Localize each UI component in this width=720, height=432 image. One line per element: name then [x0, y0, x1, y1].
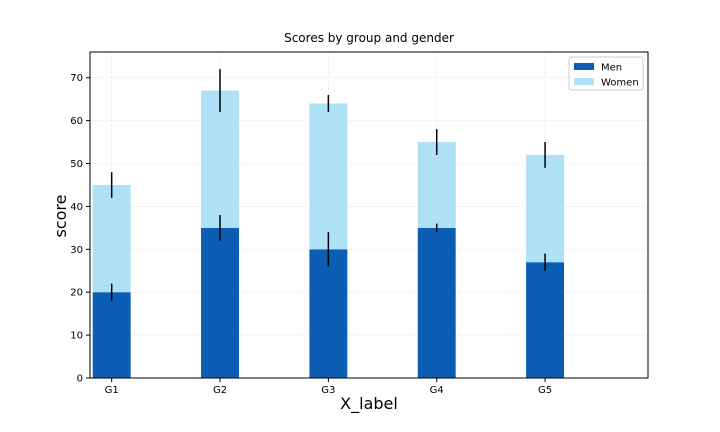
legend: Men Women	[568, 56, 644, 91]
x-tick-label: G5	[538, 385, 552, 396]
y-tick-label: 10	[70, 331, 83, 342]
bar-men-g1	[92, 292, 131, 378]
x-tick-label: G1	[105, 385, 119, 396]
bar-men-g5	[526, 262, 565, 378]
y-tick-label: 30	[70, 245, 83, 256]
legend-label-women: Women	[601, 78, 639, 89]
bar-women-g1	[92, 184, 131, 293]
y-tick-label: 60	[70, 116, 83, 127]
x-axis: G1 G2 G3 G4 G5	[105, 378, 552, 396]
y-tick-label: 0	[77, 374, 83, 385]
legend-swatch-men	[574, 63, 594, 70]
y-tick-label: 40	[70, 202, 83, 213]
bar-women-g2	[201, 90, 239, 228]
bar-women-g5	[526, 154, 565, 263]
y-tick-label: 70	[70, 73, 83, 84]
y-tick-label: 20	[70, 288, 83, 299]
plot-frame	[89, 51, 649, 379]
y-axis: 0 10 20 30 40 50 60 70	[70, 73, 90, 385]
error-bars	[110, 69, 546, 301]
bar-women-g3	[309, 103, 348, 250]
grid-lines	[90, 52, 648, 379]
x-tick-label: G2	[213, 385, 227, 396]
bars	[92, 90, 565, 378]
y-axis-label: score	[51, 195, 70, 238]
legend-label-men: Men	[601, 63, 622, 74]
bar-men-g2	[201, 227, 239, 378]
y-tick-label: 50	[70, 159, 83, 170]
bar-men-g3	[309, 249, 348, 378]
x-tick-label: G3	[321, 385, 335, 396]
x-tick-label: G4	[430, 385, 444, 396]
legend-swatch-women	[574, 78, 594, 85]
chart-title: Scores by group and gender	[284, 31, 454, 45]
x-axis-label: X_label	[340, 394, 398, 414]
bar-men-g4	[417, 227, 456, 378]
bar-women-g4	[417, 142, 456, 228]
